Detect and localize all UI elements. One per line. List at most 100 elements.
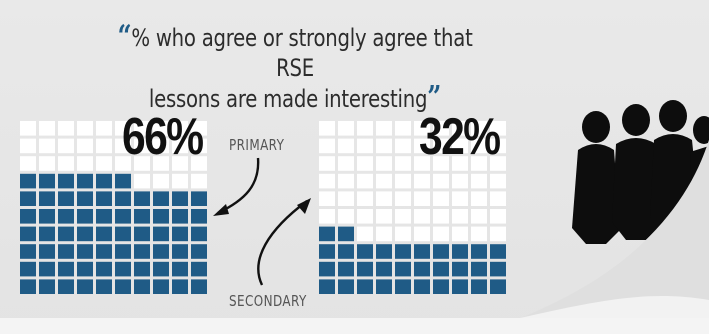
empty-cell xyxy=(96,156,112,171)
page-curl-shadow-icon xyxy=(520,140,709,318)
empty-cell xyxy=(39,138,55,154)
empty-cell xyxy=(471,226,487,242)
empty-cell xyxy=(172,121,188,136)
filled-cell xyxy=(39,279,55,294)
empty-cell xyxy=(338,121,354,136)
secondary-percent-label: 32% xyxy=(419,108,501,166)
filled-cell xyxy=(433,279,449,294)
filled-cell xyxy=(471,261,487,277)
empty-cell xyxy=(395,209,411,224)
title-line-2: lessons are made interesting xyxy=(148,85,428,113)
close-quote-icon: ” xyxy=(427,80,442,115)
empty-cell xyxy=(20,121,36,136)
filled-cell xyxy=(20,279,36,294)
empty-cell xyxy=(191,173,207,189)
filled-cell xyxy=(319,279,335,294)
filled-cell xyxy=(153,279,169,294)
filled-cell xyxy=(39,261,55,277)
filled-cell xyxy=(115,226,131,242)
filled-cell xyxy=(490,244,506,259)
filled-cell xyxy=(357,279,373,294)
filled-cell xyxy=(191,244,207,259)
empty-cell xyxy=(96,138,112,154)
filled-cell xyxy=(39,244,55,259)
primary-label: PRIMARY xyxy=(229,136,285,154)
secondary-arrow-icon xyxy=(257,200,308,286)
filled-cell xyxy=(319,244,335,259)
empty-cell xyxy=(338,156,354,171)
empty-cell xyxy=(433,156,449,171)
filled-cell xyxy=(39,191,55,206)
filled-cell xyxy=(134,209,150,224)
empty-cell xyxy=(376,209,392,224)
filled-cell xyxy=(77,244,93,259)
filled-cell xyxy=(20,191,36,206)
empty-cell xyxy=(153,173,169,189)
empty-cell xyxy=(452,156,468,171)
empty-cell xyxy=(172,138,188,154)
empty-cell xyxy=(376,173,392,189)
filled-cell xyxy=(134,279,150,294)
filled-cell xyxy=(58,209,74,224)
empty-cell xyxy=(490,121,506,136)
filled-cell xyxy=(172,244,188,259)
filled-cell xyxy=(58,226,74,242)
empty-cell xyxy=(433,209,449,224)
empty-cell xyxy=(452,138,468,154)
filled-cell xyxy=(376,279,392,294)
filled-cell xyxy=(96,226,112,242)
empty-cell xyxy=(452,209,468,224)
filled-cell xyxy=(115,261,131,277)
empty-cell xyxy=(134,173,150,189)
empty-cell xyxy=(452,191,468,206)
empty-cell xyxy=(357,173,373,189)
empty-cell xyxy=(319,138,335,154)
empty-cell xyxy=(134,156,150,171)
empty-cell xyxy=(452,121,468,136)
filled-cell xyxy=(20,226,36,242)
filled-cell xyxy=(172,191,188,206)
filled-cell xyxy=(395,279,411,294)
empty-cell xyxy=(414,173,430,189)
filled-cell xyxy=(96,279,112,294)
title-line-1: % who agree or strongly agree that RSE xyxy=(131,24,473,82)
filled-cell xyxy=(20,173,36,189)
filled-cell xyxy=(58,261,74,277)
filled-cell xyxy=(471,244,487,259)
empty-cell xyxy=(115,138,131,154)
filled-cell xyxy=(20,209,36,224)
empty-cell xyxy=(191,156,207,171)
empty-cell xyxy=(172,173,188,189)
filled-cell xyxy=(58,173,74,189)
empty-cell xyxy=(153,121,169,136)
filled-cell xyxy=(39,226,55,242)
primary-arrowhead-icon xyxy=(213,204,229,216)
empty-cell xyxy=(490,226,506,242)
empty-cell xyxy=(77,156,93,171)
empty-cell xyxy=(357,209,373,224)
filled-cell xyxy=(338,244,354,259)
empty-cell xyxy=(39,156,55,171)
empty-cell xyxy=(433,138,449,154)
empty-cell xyxy=(357,226,373,242)
filled-cell xyxy=(191,209,207,224)
filled-cell xyxy=(134,244,150,259)
empty-cell xyxy=(357,191,373,206)
filled-cell xyxy=(452,261,468,277)
filled-cell xyxy=(58,279,74,294)
filled-cell xyxy=(395,244,411,259)
empty-cell xyxy=(338,173,354,189)
empty-cell xyxy=(319,209,335,224)
empty-cell xyxy=(58,156,74,171)
empty-cell xyxy=(395,121,411,136)
empty-cell xyxy=(433,226,449,242)
empty-cell xyxy=(319,156,335,171)
empty-cell xyxy=(58,121,74,136)
filled-cell xyxy=(433,244,449,259)
filled-cell xyxy=(96,191,112,206)
filled-cell xyxy=(414,279,430,294)
filled-cell xyxy=(172,279,188,294)
chart-title: “% who agree or strongly agree that RSE … xyxy=(102,22,487,114)
empty-cell xyxy=(471,191,487,206)
